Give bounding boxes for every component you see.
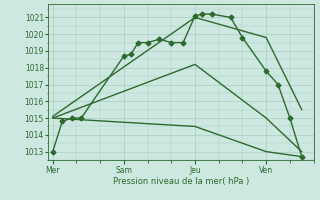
X-axis label: Pression niveau de la mer( hPa ): Pression niveau de la mer( hPa ) (113, 177, 249, 186)
